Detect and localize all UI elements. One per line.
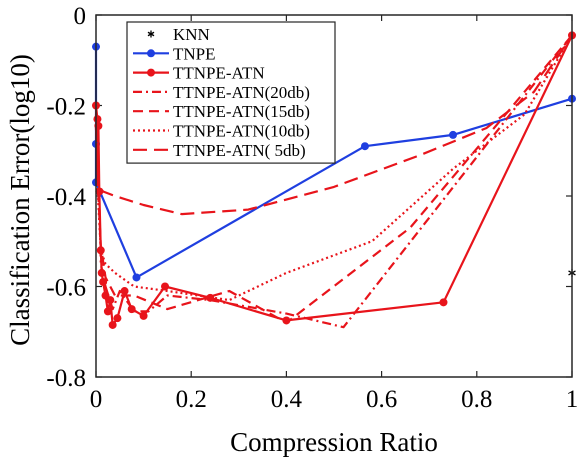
y-tick-label: -0.2 [46,94,86,121]
legend-marker [147,68,155,77]
data-point [161,282,170,291]
y-tick-label: -0.8 [46,365,86,392]
data-point [106,296,115,305]
data-point [132,273,141,282]
y-tick-label: -0.6 [46,275,86,302]
data-point [360,142,369,151]
series-ttnpe-atn-10db [94,34,573,302]
y-axis-label: Classification Error(log10) [5,54,35,346]
legend-entry: TTNPE-ATN(10db) [133,122,310,141]
plot-area-frame [95,14,573,378]
legend-label: TTNPE-ATN(15db) [173,102,310,121]
data-point [113,314,122,323]
legend-entry: KNN [147,25,210,44]
legend-marker [147,49,155,58]
legend-label: TTNPE-ATN [173,64,265,83]
legend-entry: TTNPE-ATN( 5db) [133,141,306,160]
data-point [103,307,112,316]
legend-entry: TTNPE-ATN(20db) [133,83,310,102]
legend-label: TTNPE-ATN(20db) [173,83,310,102]
x-tick-label: 0.8 [461,386,492,413]
y-tick-label: -0.4 [46,184,86,211]
legend-box [126,21,336,164]
legend-label: TTNPE-ATN(10db) [173,122,310,141]
data-point [449,130,457,139]
data-point [127,305,136,314]
x-tick-label: 0.2 [176,386,207,413]
legend-entry: TTNPE-ATN [133,64,265,83]
data-point [108,320,117,329]
legend-label: TNPE [173,44,216,63]
series-layer [92,31,576,329]
legend-entry: TNPE [133,44,216,63]
series-ttnpe-atn-20db [94,34,573,329]
data-point [120,287,129,296]
series-line [94,34,573,329]
legend-entry: TTNPE-ATN(15db) [133,102,310,121]
legend: KNNTNPETTNPE-ATNTTNPE-ATN(20db)TTNPE-ATN… [126,21,336,164]
x-tick-label: 0 [90,386,103,413]
x-tick-label: 0.4 [271,386,303,413]
series-line [94,34,573,302]
data-point [139,311,148,320]
series-ttnpe-atn-5db [94,34,573,216]
legend-marker-knn [147,30,155,38]
x-tick-label: 1 [566,386,577,413]
y-tick-label: 0 [74,3,87,30]
x-axis-label: Compression Ratio [230,427,438,457]
legend-label: TTNPE-ATN( 5db) [173,141,306,160]
data-point [439,298,448,307]
legend-label: KNN [173,25,210,44]
series-line [94,34,573,216]
axis-ticks: 0 0.2 0.4 0.6 0.8 1 0 -0.2 -0.4 -0.6 -0.8 [46,3,577,413]
x-tick-label: 0.6 [366,386,397,413]
